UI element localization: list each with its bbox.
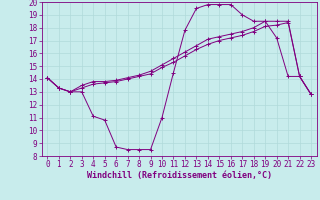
X-axis label: Windchill (Refroidissement éolien,°C): Windchill (Refroidissement éolien,°C) — [87, 171, 272, 180]
